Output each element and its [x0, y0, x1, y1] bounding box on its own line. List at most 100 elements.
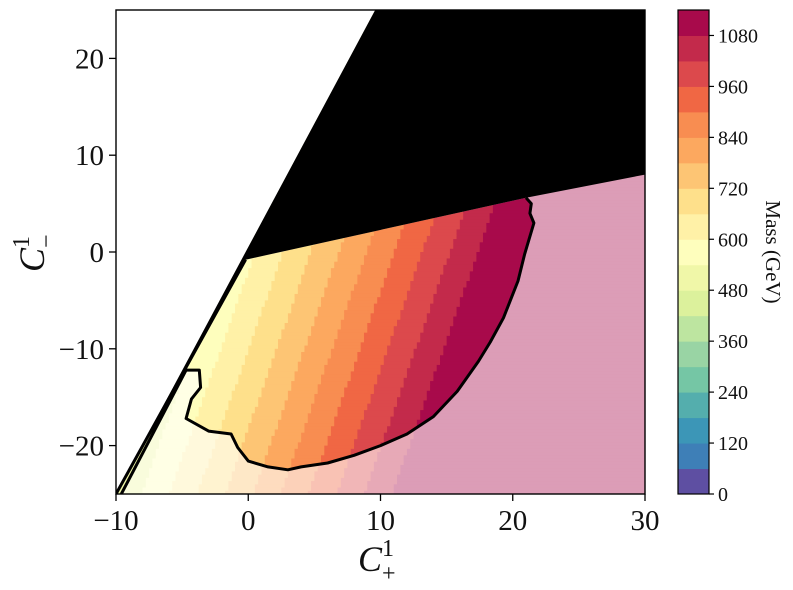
- heatmap-cell: [413, 271, 444, 276]
- heatmap-cell: [370, 235, 401, 240]
- heatmap-cell: [238, 381, 266, 385]
- heatmap-cell: [354, 364, 382, 369]
- heatmap-cell: [393, 413, 421, 418]
- heatmap-cell: [251, 342, 279, 347]
- colorbar-tick-label: 840: [718, 127, 748, 149]
- heatmap-cell: [261, 310, 292, 314]
- heatmap-cell: [241, 445, 269, 450]
- heatmap-cell: [324, 452, 352, 456]
- heatmap-cell: [307, 416, 335, 421]
- heatmap-cell: [271, 284, 299, 289]
- heatmap-cell: [436, 287, 464, 292]
- heatmap-cell: [301, 355, 332, 360]
- heatmap-cell: [301, 432, 332, 437]
- heatmap-cell: [294, 448, 325, 453]
- heatmap-cell: [449, 255, 477, 260]
- heatmap-cell: [307, 335, 339, 340]
- heatmap-cell: [337, 255, 365, 260]
- heatmap-cell: [383, 281, 411, 285]
- heatmap-cell: [208, 377, 239, 382]
- heatmap-cell: [291, 310, 319, 314]
- heatmap-cell: [254, 406, 286, 411]
- heatmap-cell: [363, 258, 392, 263]
- heatmap-cell: [198, 413, 226, 418]
- heatmap-cell: [406, 371, 434, 376]
- heatmap-cell: [205, 316, 233, 321]
- heatmap-cell: [420, 252, 451, 256]
- heatmap-cell: [258, 322, 286, 327]
- heatmap-cell: [244, 432, 276, 437]
- heatmap-cell: [228, 326, 256, 331]
- colorbar-band: [678, 35, 709, 62]
- heatmap-cell: [344, 390, 375, 395]
- colorbar-band: [678, 213, 709, 240]
- heatmap-cell: [423, 248, 451, 253]
- heatmap-cell: [350, 290, 382, 295]
- colorbar-band: [678, 10, 709, 36]
- heatmap-cell: [264, 461, 292, 466]
- heatmap-cell: [370, 239, 398, 243]
- heatmap-cell: [258, 403, 286, 408]
- heatmap-cell: [390, 335, 421, 340]
- heatmap-cell: [192, 348, 223, 353]
- heatmap-cell: [360, 271, 388, 276]
- heatmap-cell: [363, 339, 392, 343]
- heatmap-cell: [410, 284, 438, 289]
- heatmap-cell: [387, 429, 415, 434]
- heatmap-cell: [254, 329, 282, 334]
- heatmap-cell: [225, 410, 256, 414]
- heatmap-cell: [281, 335, 309, 340]
- heatmap-cell: [274, 274, 302, 279]
- heatmap-cell: [453, 242, 481, 247]
- heatmap-cell: [238, 455, 266, 460]
- heatmap-cell: [334, 339, 365, 343]
- heatmap-cell: [271, 281, 302, 285]
- heatmap-cell: [258, 397, 289, 402]
- heatmap-cell: [254, 255, 282, 260]
- heatmap-cell: [304, 271, 332, 276]
- colorbar-band: [678, 111, 709, 138]
- heatmap-cell: [387, 271, 415, 276]
- heatmap-cell: [387, 345, 418, 350]
- heatmap-cell: [340, 248, 368, 253]
- heatmap-cell: [307, 342, 335, 347]
- heatmap-cell: [304, 426, 332, 431]
- colorbar-frame: [677, 9, 710, 495]
- heatmap-cell: [433, 216, 464, 221]
- heatmap-cell: [373, 232, 401, 237]
- heatmap-cell: [330, 429, 358, 434]
- heatmap-cell: [294, 371, 325, 376]
- heatmap-cell: [324, 287, 355, 292]
- heatmap-cell: [410, 281, 441, 285]
- heatmap-cell: [244, 361, 272, 366]
- heatmap-cell: [205, 313, 233, 318]
- heatmap-cell: [330, 274, 358, 279]
- heatmap-cell: [354, 442, 382, 447]
- heatmap-cell: [311, 403, 342, 408]
- colorbar-band: [678, 468, 709, 495]
- heatmap-cell: [274, 277, 302, 282]
- heatmap-cell: [363, 410, 395, 414]
- heatmap-cell: [383, 432, 415, 437]
- heatmap-cell: [205, 310, 236, 314]
- heatmap-cell: [311, 410, 339, 414]
- heatmap-cell: [403, 222, 434, 227]
- heatmap-cell: [410, 364, 438, 369]
- heatmap-cell: [238, 297, 269, 301]
- heatmap-cell: [347, 381, 378, 385]
- heatmap-cell: [317, 310, 345, 314]
- colorbar-tick-label: 120: [718, 433, 748, 455]
- colorbar: 0 120 240 360 480 600 720 840 960 1080 Mass (GeV): [677, 9, 785, 506]
- heatmap-cell: [370, 316, 401, 321]
- heatmap-cell: [291, 381, 322, 385]
- heatmap-cell: [201, 322, 230, 327]
- heatmap-cell: [340, 403, 368, 408]
- colorbar-ticks: 0 120 240 360 480 600 720 840 960 1080: [709, 25, 758, 506]
- y-axis: −20 −10 0 10 20: [59, 43, 116, 463]
- heatmap-cell: [294, 377, 322, 382]
- heatmap-cell: [370, 393, 401, 398]
- heatmap-cell: [195, 339, 226, 343]
- heatmap-cell: [413, 348, 444, 353]
- heatmap-cell: [268, 293, 296, 298]
- heatmap-cell: [327, 284, 355, 289]
